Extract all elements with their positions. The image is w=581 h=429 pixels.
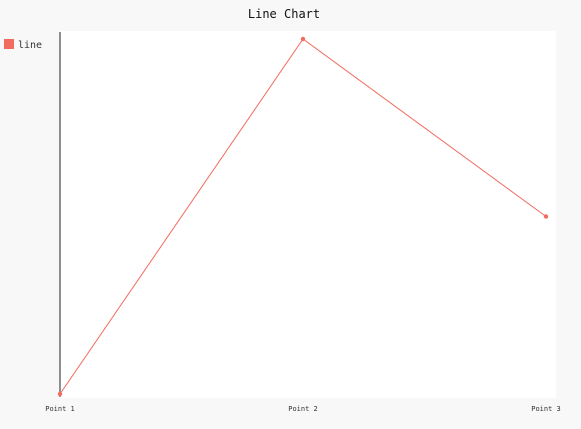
plot-area [60, 31, 556, 398]
legend-swatch [4, 39, 14, 49]
legend[interactable]: line [4, 39, 42, 51]
chart-title: Line Chart [248, 7, 320, 21]
data-point-2[interactable] [300, 36, 306, 42]
legend-label: line [18, 40, 42, 51]
data-point-3[interactable] [543, 214, 549, 219]
series-layer [57, 36, 549, 397]
data-point-1[interactable] [57, 391, 63, 397]
x-tick-label: Point 1 [45, 405, 75, 413]
x-tick-label: Point 2 [288, 405, 318, 413]
x-tick-label: Point 3 [531, 405, 561, 413]
x-tick-labels: Point 1 Point 2 Point 3 [45, 405, 561, 413]
